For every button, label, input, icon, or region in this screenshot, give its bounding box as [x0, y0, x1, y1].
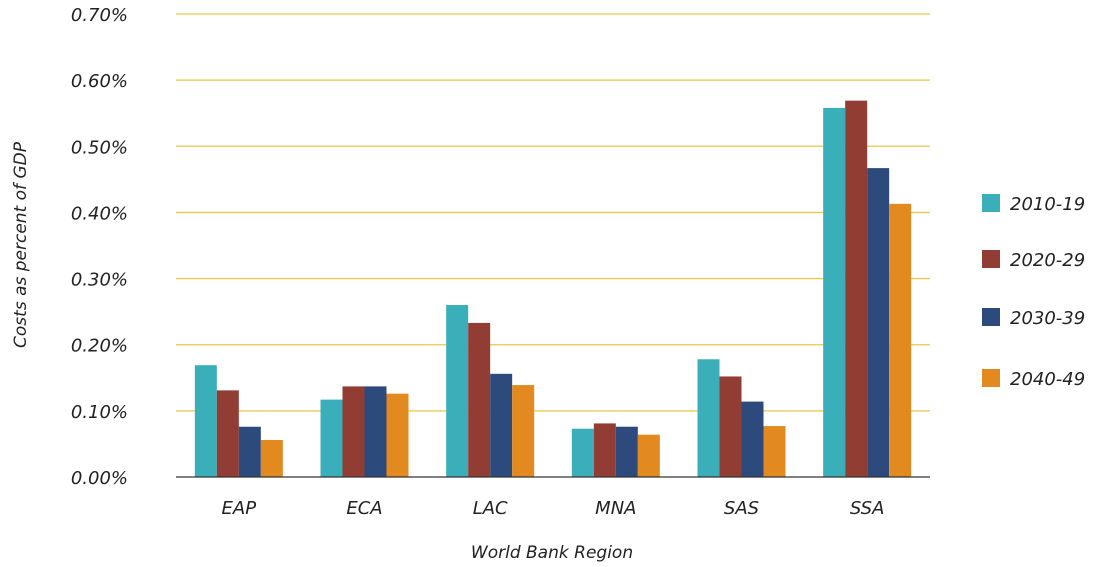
y-tick-label: 0.70%	[71, 5, 128, 26]
y-tick-label: 0.10%	[71, 402, 128, 423]
y-tick-label: 0.50%	[71, 137, 128, 158]
bar-mna-2020-29	[594, 423, 616, 477]
legend-label: 2020-29	[1010, 250, 1085, 271]
legend-swatch	[982, 369, 1000, 387]
legend: 2010-19 2020-29 2030-39 2040-49	[982, 194, 1085, 390]
bars	[195, 101, 911, 477]
legend-label: 2040-49	[1010, 369, 1085, 390]
bar-mna-2040-49	[638, 435, 660, 477]
bar-lac-2030-39	[490, 374, 512, 477]
x-category-label: MNA	[595, 498, 636, 519]
x-category-label: SSA	[850, 498, 885, 519]
bar-eca-2030-39	[365, 386, 387, 477]
x-category-label: EAP	[222, 498, 257, 519]
y-tick-label: 0.00%	[71, 468, 128, 489]
gridlines	[176, 14, 930, 411]
x-category-label: SAS	[724, 498, 759, 519]
x-category-label: LAC	[473, 498, 508, 519]
legend-label: 2010-19	[1010, 194, 1085, 215]
legend-label: 2030-39	[1010, 308, 1085, 329]
bar-eap-2040-49	[261, 440, 283, 477]
bar-lac-2020-29	[468, 323, 490, 477]
bar-sas-2020-29	[720, 376, 742, 477]
bar-sas-2040-49	[764, 426, 786, 477]
bar-mna-2010-19	[572, 429, 594, 477]
bar-eca-2020-29	[343, 386, 365, 477]
bar-eap-2020-29	[217, 390, 239, 477]
x-axis-title: World Bank Region	[471, 543, 633, 563]
bar-eap-2030-39	[239, 427, 261, 477]
bar-ssa-2010-19	[823, 108, 845, 477]
bar-mna-2030-39	[616, 427, 638, 477]
bar-ssa-2030-39	[867, 168, 889, 477]
bar-eap-2010-19	[195, 365, 217, 477]
bar-lac-2040-49	[512, 385, 534, 477]
bar-eca-2040-49	[387, 394, 409, 477]
legend-swatch	[982, 194, 1000, 212]
y-tick-label: 0.20%	[71, 336, 128, 357]
bar-lac-2010-19	[446, 305, 468, 477]
bar-ssa-2040-49	[889, 204, 911, 477]
bar-ssa-2020-29	[845, 101, 867, 477]
y-tick-label: 0.30%	[71, 270, 128, 291]
x-axis-category-labels: EAP ECA LAC MNA SAS SSA	[222, 498, 885, 519]
y-tick-label: 0.60%	[71, 71, 128, 92]
bar-sas-2010-19	[698, 359, 720, 477]
y-axis-tick-labels: 0.00% 0.10% 0.20% 0.30% 0.40% 0.50% 0.60% 0.70%	[71, 5, 128, 489]
legend-swatch	[982, 250, 1000, 268]
y-axis-title: Costs as percent of GDP	[11, 141, 31, 348]
bar-eca-2010-19	[321, 400, 343, 477]
x-category-label: ECA	[346, 498, 382, 519]
y-tick-label: 0.40%	[71, 203, 128, 224]
legend-swatch	[982, 308, 1000, 326]
bar-sas-2030-39	[742, 402, 764, 477]
